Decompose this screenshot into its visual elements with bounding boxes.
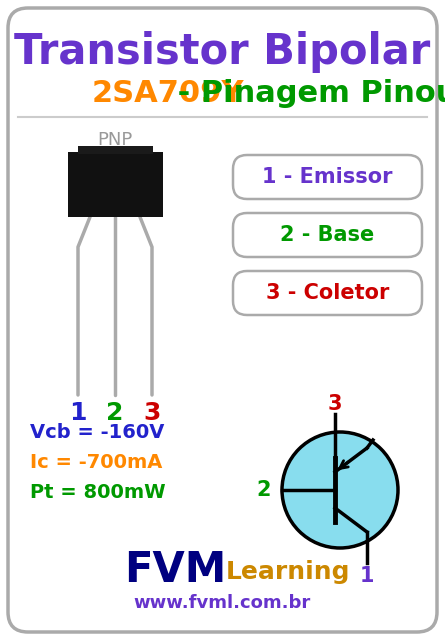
Text: - Pinagem Pinout: - Pinagem Pinout <box>167 79 445 108</box>
Text: Pt = 800mW: Pt = 800mW <box>30 483 166 502</box>
Text: Transistor Bipolar: Transistor Bipolar <box>14 31 430 73</box>
Text: 2: 2 <box>257 480 271 500</box>
Circle shape <box>282 432 398 548</box>
Text: 2SA709Y - Pinagem Pinout: 2SA709Y - Pinagem Pinout <box>213 92 231 93</box>
Text: 2: 2 <box>106 401 124 425</box>
FancyBboxPatch shape <box>68 152 163 217</box>
Text: 2SA709Y: 2SA709Y <box>92 79 244 108</box>
Text: 1: 1 <box>360 566 374 586</box>
Text: Learning: Learning <box>226 560 350 584</box>
Text: Ic = -700mA: Ic = -700mA <box>30 454 162 472</box>
Text: 3 - Coletor: 3 - Coletor <box>266 283 389 303</box>
Text: www.fvml.com.br: www.fvml.com.br <box>134 594 311 612</box>
Text: 3: 3 <box>328 394 342 414</box>
Text: 2 - Base: 2 - Base <box>280 225 375 245</box>
Text: 3: 3 <box>143 401 161 425</box>
FancyBboxPatch shape <box>78 146 153 154</box>
FancyBboxPatch shape <box>8 8 437 632</box>
Text: PNP: PNP <box>97 131 133 149</box>
FancyBboxPatch shape <box>233 213 422 257</box>
FancyBboxPatch shape <box>233 271 422 315</box>
Text: FVM: FVM <box>124 549 226 591</box>
Text: Vcb = -160V: Vcb = -160V <box>30 424 164 442</box>
Text: 1 - Emissor: 1 - Emissor <box>262 167 393 187</box>
FancyBboxPatch shape <box>233 155 422 199</box>
Text: 1: 1 <box>69 401 87 425</box>
